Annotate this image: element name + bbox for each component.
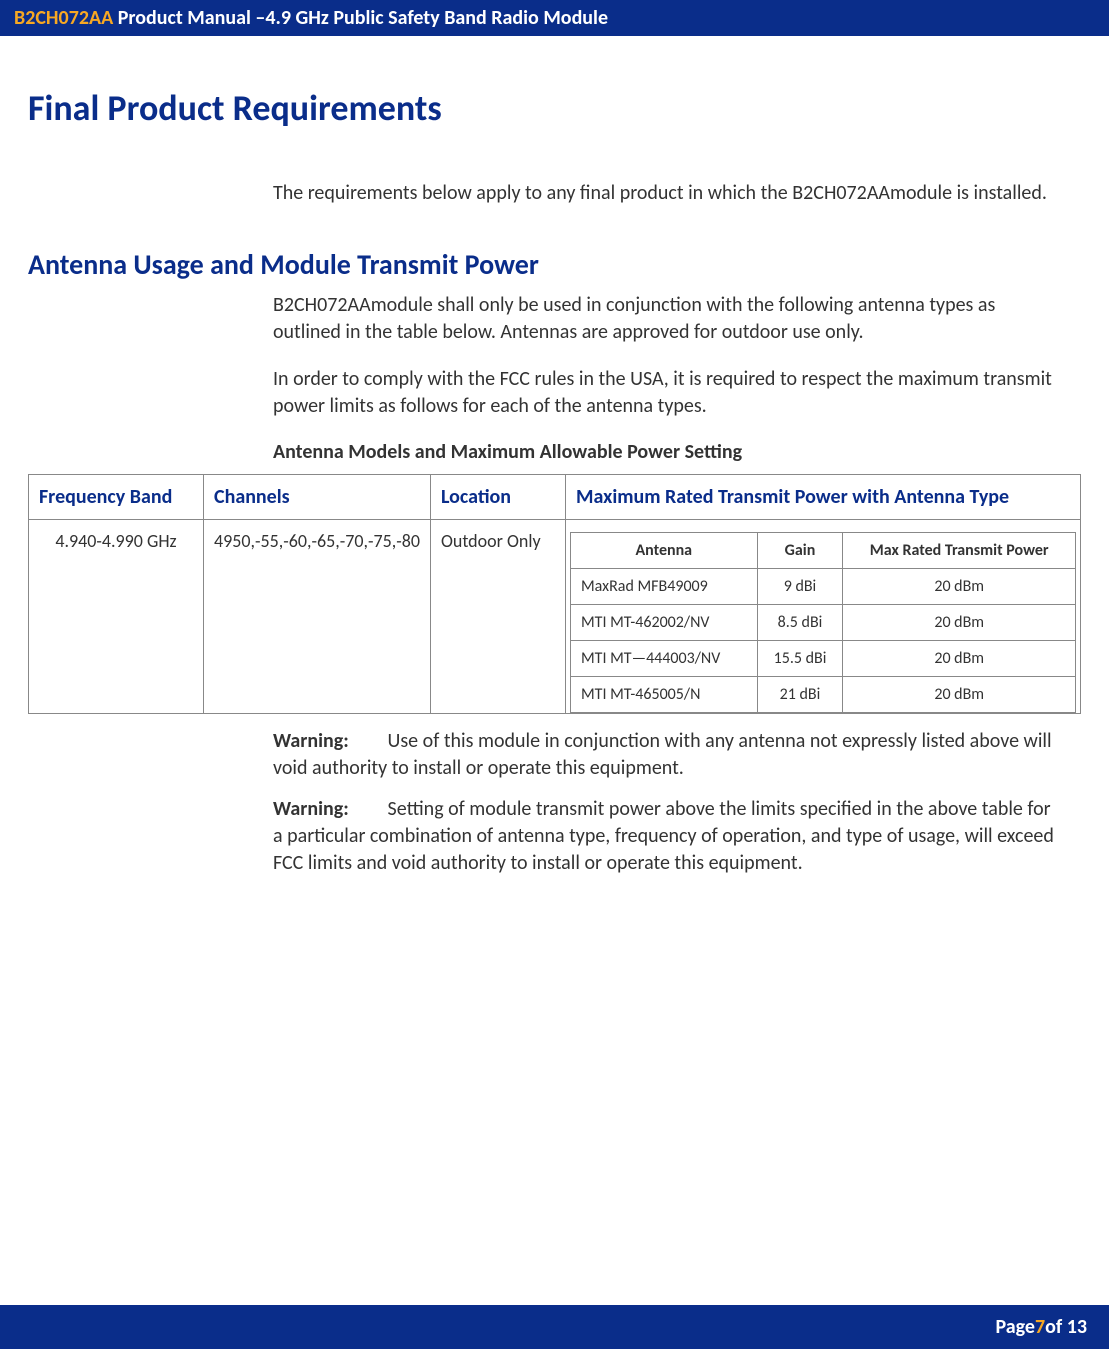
- th-antenna: Antenna: [570, 533, 757, 569]
- cell-gain: 8.5 dBi: [757, 605, 843, 641]
- cell-antenna: MaxRad MFB49009: [570, 569, 757, 605]
- cell-power: 20 dBm: [843, 569, 1076, 605]
- inner-row: MTI MT-465005/N 21 dBi 20 dBm: [570, 677, 1075, 713]
- cell-power: 20 dBm: [843, 605, 1076, 641]
- page-title: Final Product Requirements: [28, 86, 1081, 130]
- cell-antenna: MTI MT-465005/N: [570, 677, 757, 713]
- intro-paragraph: The requirements below apply to any fina…: [273, 180, 1061, 207]
- warning-1-text: Use of this module in conjunction with a…: [273, 729, 1052, 780]
- cell-gain: 15.5 dBi: [757, 641, 843, 677]
- th-channels: Channels: [204, 475, 431, 520]
- header-product-code: B2CH072AA: [14, 6, 113, 30]
- cell-location: Outdoor Only: [430, 520, 565, 714]
- inner-header-row: Antenna Gain Max Rated Transmit Power: [570, 533, 1075, 569]
- paragraph-2: In order to comply with the FCC rules in…: [273, 366, 1061, 420]
- table-row: 4.940-4.990 GHz 4950,-55,-60,-65,-70,-75…: [29, 520, 1081, 714]
- cell-gain: 9 dBi: [757, 569, 843, 605]
- table-header-row: Frequency Band Channels Location Maximum…: [29, 475, 1081, 520]
- th-gain: Gain: [757, 533, 843, 569]
- antenna-inner-table: Antenna Gain Max Rated Transmit Power Ma…: [570, 532, 1076, 713]
- inner-row: MTI MT-462002/NV 8.5 dBi 20 dBm: [570, 605, 1075, 641]
- section-title: Antenna Usage and Module Transmit Power: [28, 247, 1081, 282]
- table-caption: Antenna Models and Maximum Allowable Pow…: [273, 440, 1061, 464]
- cell-frequency: 4.940-4.990 GHz: [29, 520, 204, 714]
- footer-page-number: 7: [1035, 1315, 1045, 1339]
- warning-2: Warning: Setting of module transmit powe…: [273, 796, 1061, 877]
- cell-power: 20 dBm: [843, 677, 1076, 713]
- cell-antenna: MTI MT-462002/NV: [570, 605, 757, 641]
- cell-inner-table-container: Antenna Gain Max Rated Transmit Power Ma…: [565, 520, 1080, 714]
- footer-page-suffix: of 13: [1045, 1315, 1087, 1339]
- antenna-power-table: Frequency Band Channels Location Maximum…: [28, 474, 1081, 714]
- th-max-rated-power: Max Rated Transmit Power: [843, 533, 1076, 569]
- document-header: B2CH072AA Product Manual –4.9 GHz Public…: [0, 0, 1109, 36]
- th-frequency-band: Frequency Band: [29, 475, 204, 520]
- paragraph-1: B2CH072AAmodule shall only be used in co…: [273, 292, 1061, 346]
- inner-row: MTI MT—444003/NV 15.5 dBi 20 dBm: [570, 641, 1075, 677]
- cell-channels: 4950,-55,-60,-65,-70,-75,-80: [204, 520, 431, 714]
- th-max-power: Maximum Rated Transmit Power with Antenn…: [565, 475, 1080, 520]
- cell-gain: 21 dBi: [757, 677, 843, 713]
- warning-label: Warning:: [273, 728, 383, 755]
- cell-power: 20 dBm: [843, 641, 1076, 677]
- cell-antenna: MTI MT—444003/NV: [570, 641, 757, 677]
- th-location: Location: [430, 475, 565, 520]
- footer-page-prefix: Page: [996, 1315, 1035, 1339]
- inner-row: MaxRad MFB49009 9 dBi 20 dBm: [570, 569, 1075, 605]
- header-title-rest: Product Manual –4.9 GHz Public Safety Ba…: [113, 6, 608, 30]
- page-content: Final Product Requirements The requireme…: [0, 36, 1109, 877]
- warning-2-text: Setting of module transmit power above t…: [273, 797, 1054, 875]
- warning-label: Warning:: [273, 796, 383, 823]
- document-footer: Page 7 of 13: [0, 1305, 1109, 1349]
- warning-1: Warning: Use of this module in conjuncti…: [273, 728, 1061, 782]
